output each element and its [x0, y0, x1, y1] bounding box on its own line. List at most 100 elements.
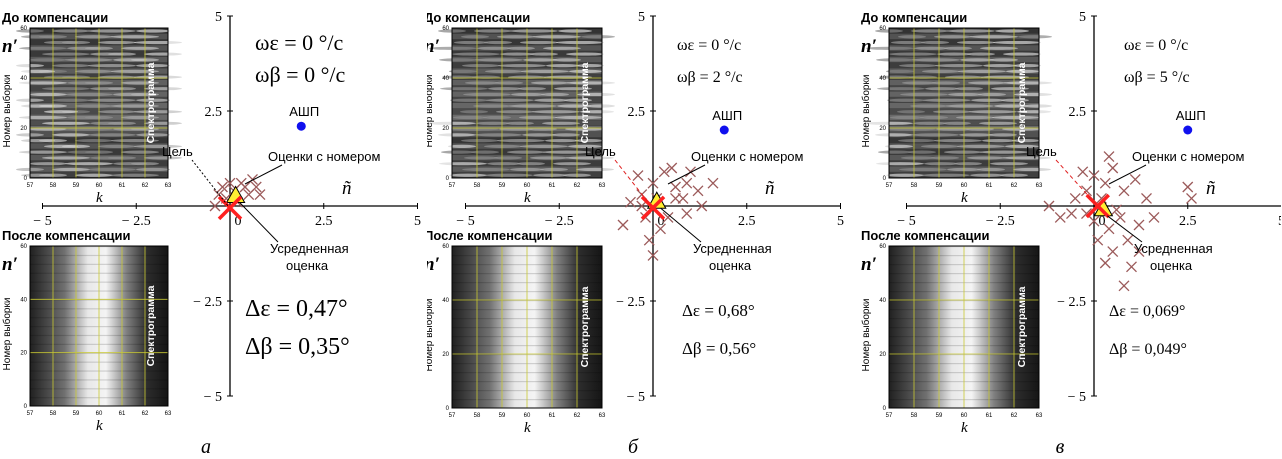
- spectrogram-streak: [912, 58, 960, 62]
- spectrogram-streak: [924, 162, 958, 166]
- omega-epsilon-label: ωε = 0 °/c: [677, 37, 741, 54]
- spectrogram-streak: [90, 52, 124, 56]
- spectrogram-label: Спектрограмма: [145, 285, 157, 366]
- panel-1: 57 58 59 60 61 62 63 0 20 40 60 Спектрограмма Номер …: [0, 0, 427, 459]
- spectrogram-streak: [42, 156, 90, 160]
- estimate-cross: [681, 177, 693, 189]
- spectrogram-streak: [531, 81, 569, 85]
- spectrogram-streak: [898, 139, 936, 143]
- spectrogram-streak: [486, 98, 534, 102]
- estimate-cross: [625, 196, 636, 208]
- spectrogram-streak: [477, 46, 511, 50]
- spectrogram-streak: [474, 29, 512, 33]
- spectrogram-streak: [497, 35, 535, 39]
- spectrogram-streak: [580, 110, 614, 114]
- after-compensation-title: После компенсации: [427, 228, 553, 243]
- spectrogram-streak: [866, 46, 914, 50]
- y-axis-label: Номер выборки: [860, 75, 872, 148]
- spectrogram-streak: [518, 87, 546, 91]
- estimate-cross: [1092, 234, 1104, 246]
- estimate-cross: [217, 181, 228, 193]
- y-axis-tick-label: − 2.5: [193, 295, 222, 310]
- x-tick-label: 60: [961, 183, 968, 189]
- estimate-cross: [1043, 200, 1055, 212]
- x-axis-tick-label: − 2.5: [545, 214, 574, 229]
- spectrogram-streak: [911, 29, 949, 33]
- y-axis-label: Номер выборки: [427, 299, 435, 372]
- estimates-label: Оценки с номером: [268, 149, 381, 164]
- x-tick-label: 59: [499, 183, 506, 189]
- spectrogram-streak: [943, 121, 971, 125]
- spectrogram-streak: [453, 115, 487, 120]
- x-tick-label: 59: [73, 411, 80, 417]
- spectrogram-streak: [449, 69, 477, 73]
- estimate-cross: [1069, 192, 1081, 204]
- spectrogram-streak: [921, 40, 949, 45]
- spectrogram-streak: [990, 162, 1028, 166]
- spectrogram-streak: [970, 173, 1004, 177]
- spectrogram-streak: [98, 144, 136, 148]
- spectrogram-streak: [891, 40, 925, 45]
- y-tick-label: 60: [20, 26, 27, 32]
- target-marker: [640, 195, 666, 221]
- spectrogram-streak: [542, 121, 580, 125]
- ashp-label: АШП: [1176, 108, 1206, 123]
- x-tick-label: 61: [986, 183, 993, 189]
- spectrogram-streak: [476, 121, 510, 125]
- x-axis-label: k: [524, 190, 531, 206]
- spectrogram-streak: [983, 64, 1017, 68]
- spectrogram-streak: [901, 156, 935, 160]
- y-tick-label: 20: [442, 126, 449, 132]
- target-label: Цель: [585, 144, 616, 159]
- spectrogram-streak: [121, 46, 159, 50]
- spectrogram-streak: [498, 64, 546, 68]
- x-tick-label: 57: [886, 183, 893, 189]
- spectrogram-streak: [933, 110, 971, 114]
- estimate-cross: [1099, 177, 1111, 189]
- y-tick-label: 20: [879, 352, 886, 358]
- spectrogram-streak: [1024, 104, 1052, 108]
- x-tick-label: 57: [27, 183, 34, 189]
- ashp-label: АШП: [712, 108, 742, 123]
- spectrogram-streak: [910, 104, 948, 108]
- y-tick-label: 40: [442, 76, 449, 82]
- panel-svg: 57 58 59 60 61 62 63 0 20 40 60 Спектрограмма Номер …: [860, 10, 1281, 458]
- y-axis-label: Номер выборки: [1, 75, 13, 148]
- estimate-cross: [224, 177, 236, 189]
- x-axis-tick-label: 2.5: [738, 214, 756, 229]
- spectrogram-streak: [88, 98, 136, 102]
- averaged-label-line2: оценка: [709, 258, 752, 273]
- x-axis-tick-label: 5: [1278, 214, 1281, 229]
- spectrogram-streak: [955, 87, 983, 91]
- spectrogram-streak: [541, 92, 569, 97]
- spectrogram-label: Спектрограмма: [1016, 62, 1028, 143]
- y-tick-label: 20: [879, 126, 886, 132]
- n-tilde-label: ñ: [765, 178, 775, 199]
- spectrogram-streak: [878, 150, 912, 154]
- spectrogram-streak: [65, 58, 113, 62]
- panel-letter: а: [201, 436, 211, 458]
- x-axis-label: k: [524, 420, 531, 436]
- estimate-cross: [1118, 185, 1130, 197]
- spectrogram-streak: [450, 98, 488, 102]
- spectrogram-streak: [587, 104, 615, 108]
- x-axis-tick-label: − 5: [33, 214, 51, 229]
- estimate-cross: [1118, 280, 1130, 292]
- estimate-cross: [1088, 170, 1100, 182]
- spectrogram-streak: [134, 110, 182, 114]
- estimate-cross: [1111, 204, 1122, 216]
- y-tick-label: 0: [24, 404, 28, 410]
- spectrogram-streak: [19, 150, 67, 154]
- spectrogram-streak: [968, 81, 1006, 85]
- spectrogram-streak: [483, 115, 511, 120]
- x-tick-label: 58: [50, 411, 57, 417]
- y-tick-label: 40: [20, 297, 27, 303]
- y-axis-prime-label: n′: [2, 36, 18, 57]
- x-tick-label: 58: [911, 183, 918, 189]
- spectrogram-streak: [452, 52, 500, 56]
- panel-letter: б: [628, 436, 639, 458]
- spectrogram-streak: [890, 115, 924, 120]
- x-tick-label: 58: [474, 183, 481, 189]
- spectrogram-streak: [75, 35, 113, 39]
- spectrogram-streak: [977, 167, 1005, 172]
